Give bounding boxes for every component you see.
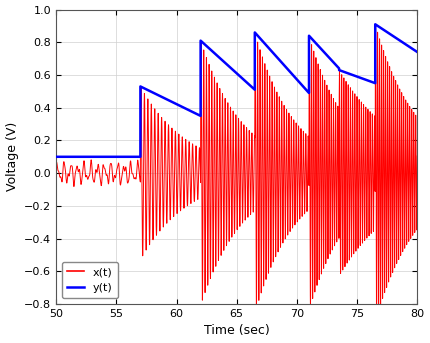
X-axis label: Time (sec): Time (sec) — [204, 324, 270, 338]
Legend: x(t), y(t): x(t), y(t) — [61, 262, 118, 298]
Y-axis label: Voltage (V): Voltage (V) — [6, 122, 18, 191]
